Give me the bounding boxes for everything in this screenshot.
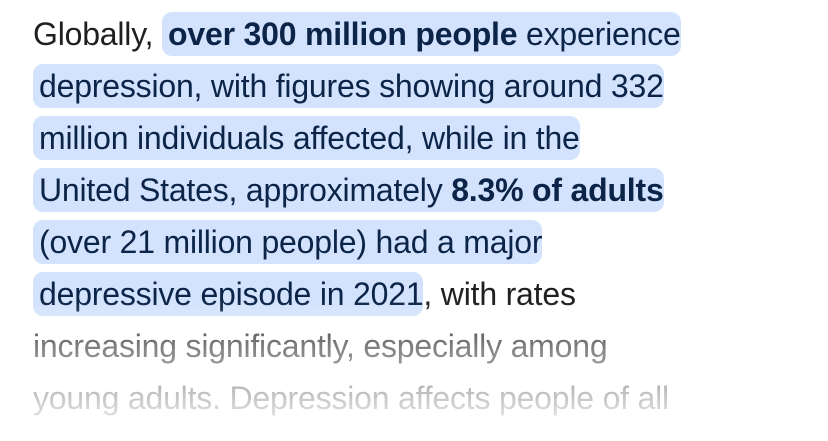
text: young adults. Depression affects people … [33,380,669,416]
highlighted-citation[interactable]: over 300 million people experience [162,12,681,56]
text: experience [517,16,681,52]
highlighted-citation[interactable]: United States, approximately 8.3% of adu… [33,168,664,212]
text: increasing significantly, especially amo… [33,328,608,364]
response-paragraph: Globally, over 300 million people experi… [33,8,813,424]
highlighted-citation[interactable]: million individuals affected, while in t… [33,116,580,160]
text-line: (over 21 million people) had a major [33,216,813,268]
text-line: depressive episode in 2021, with rates [33,268,813,320]
highlighted-citation[interactable]: depressive episode in 2021 [33,272,424,316]
highlighted-citation[interactable]: (over 21 million people) had a major [33,220,542,264]
text-line: young adults. Depression affects people … [33,372,813,424]
text-line: Globally, over 300 million people experi… [33,8,813,60]
text-line: million individuals affected, while in t… [33,112,813,164]
bold-text: over 300 million people [168,16,518,52]
text: Globally, [33,16,163,52]
text-line: increasing significantly, especially amo… [33,320,813,372]
text-line: United States, approximately 8.3% of adu… [33,164,813,216]
bold-text: 8.3% of adults [451,172,664,208]
text: , with rates [423,276,576,312]
highlighted-citation[interactable]: depression, with figures showing around … [33,64,664,108]
text-line: depression, with figures showing around … [33,60,813,112]
text: United States, approximately [39,172,452,208]
